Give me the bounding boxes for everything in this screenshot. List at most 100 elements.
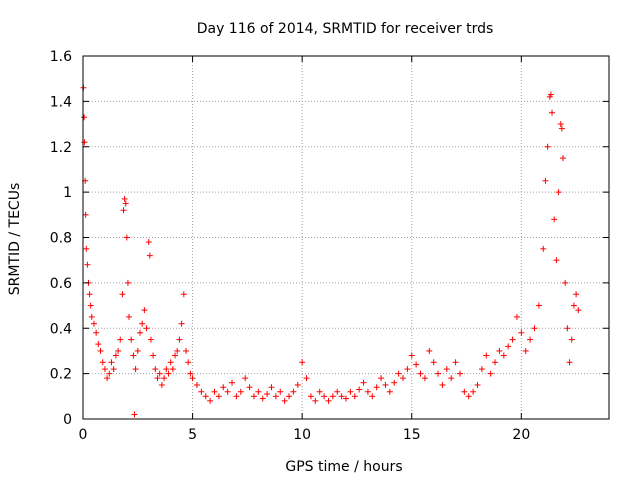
data-point [131, 411, 138, 418]
data-point [549, 109, 556, 116]
data-point [307, 393, 314, 400]
data-point [165, 370, 172, 377]
data-point [413, 361, 420, 368]
data-point [122, 200, 129, 207]
data-point [124, 279, 131, 286]
data-point [242, 375, 249, 382]
data-point [465, 393, 472, 400]
data-point [443, 366, 450, 373]
data-point [172, 352, 179, 359]
data-point [167, 359, 174, 366]
x-axis-label: GPS time / hours [285, 459, 402, 475]
data-point [259, 395, 266, 402]
data-point [404, 366, 411, 373]
data-point [154, 375, 161, 382]
data-point [268, 384, 275, 391]
data-point [500, 352, 507, 359]
data-point [126, 313, 133, 320]
x-tick-label: 5 [188, 427, 197, 443]
data-point [158, 381, 165, 388]
data-point [132, 366, 139, 373]
data-point [207, 397, 214, 404]
data-point [470, 388, 477, 395]
data-point [215, 393, 222, 400]
data-point [281, 397, 288, 404]
data-point [474, 381, 481, 388]
data-point [112, 352, 119, 359]
data-point [147, 336, 154, 343]
data-point [202, 393, 209, 400]
data-point [540, 245, 547, 252]
data-point [121, 195, 128, 202]
data-point [146, 252, 153, 259]
data-point [211, 388, 218, 395]
data-point [378, 375, 385, 382]
data-point [373, 384, 380, 391]
data-point [562, 279, 569, 286]
data-point [264, 391, 271, 398]
data-point [250, 393, 257, 400]
data-point [169, 366, 176, 373]
data-point [128, 336, 135, 343]
data-point [334, 388, 341, 395]
data-point [555, 189, 562, 196]
data-point [478, 366, 485, 373]
data-point [82, 211, 89, 218]
data-point [527, 336, 534, 343]
data-point [430, 359, 437, 366]
data-point [551, 216, 558, 223]
data-point [220, 384, 227, 391]
data-point [518, 329, 525, 336]
data-point [183, 347, 190, 354]
data-point [456, 370, 463, 377]
data-point [360, 379, 367, 386]
y-tick-label: 0.2 [50, 367, 72, 383]
x-tick-label: 15 [403, 427, 421, 443]
data-point [382, 381, 389, 388]
data-point [185, 359, 192, 366]
data-point [294, 381, 301, 388]
data-point [286, 393, 293, 400]
data-point [156, 370, 163, 377]
data-point [99, 359, 106, 366]
data-point [316, 388, 323, 395]
data-point [161, 375, 168, 382]
data-point [461, 388, 468, 395]
data-points [80, 84, 582, 418]
y-tick-label: 1.6 [50, 49, 72, 65]
data-point [83, 245, 90, 252]
data-point [277, 388, 284, 395]
data-point [145, 239, 152, 246]
data-point [299, 359, 306, 366]
data-point [150, 352, 157, 359]
data-point [492, 359, 499, 366]
data-point [547, 91, 554, 98]
data-point [421, 375, 428, 382]
y-tick-label: 1.4 [50, 94, 72, 110]
data-point [110, 366, 117, 373]
data-point [558, 125, 565, 132]
data-point [224, 388, 231, 395]
data-point [391, 379, 398, 386]
data-point [134, 347, 141, 354]
data-point [139, 320, 146, 327]
data-point [95, 341, 102, 348]
data-point [452, 359, 459, 366]
data-point [246, 384, 253, 391]
data-point [439, 381, 446, 388]
data-point [395, 370, 402, 377]
data-point [97, 347, 104, 354]
data-point [351, 393, 358, 400]
data-point [356, 386, 363, 393]
data-point [386, 388, 393, 395]
data-point [566, 359, 573, 366]
data-point [553, 257, 560, 264]
data-point [106, 370, 113, 377]
data-point [163, 366, 170, 373]
data-point [535, 302, 542, 309]
data-point [343, 395, 349, 402]
data-point [487, 370, 494, 377]
data-point [338, 393, 345, 400]
